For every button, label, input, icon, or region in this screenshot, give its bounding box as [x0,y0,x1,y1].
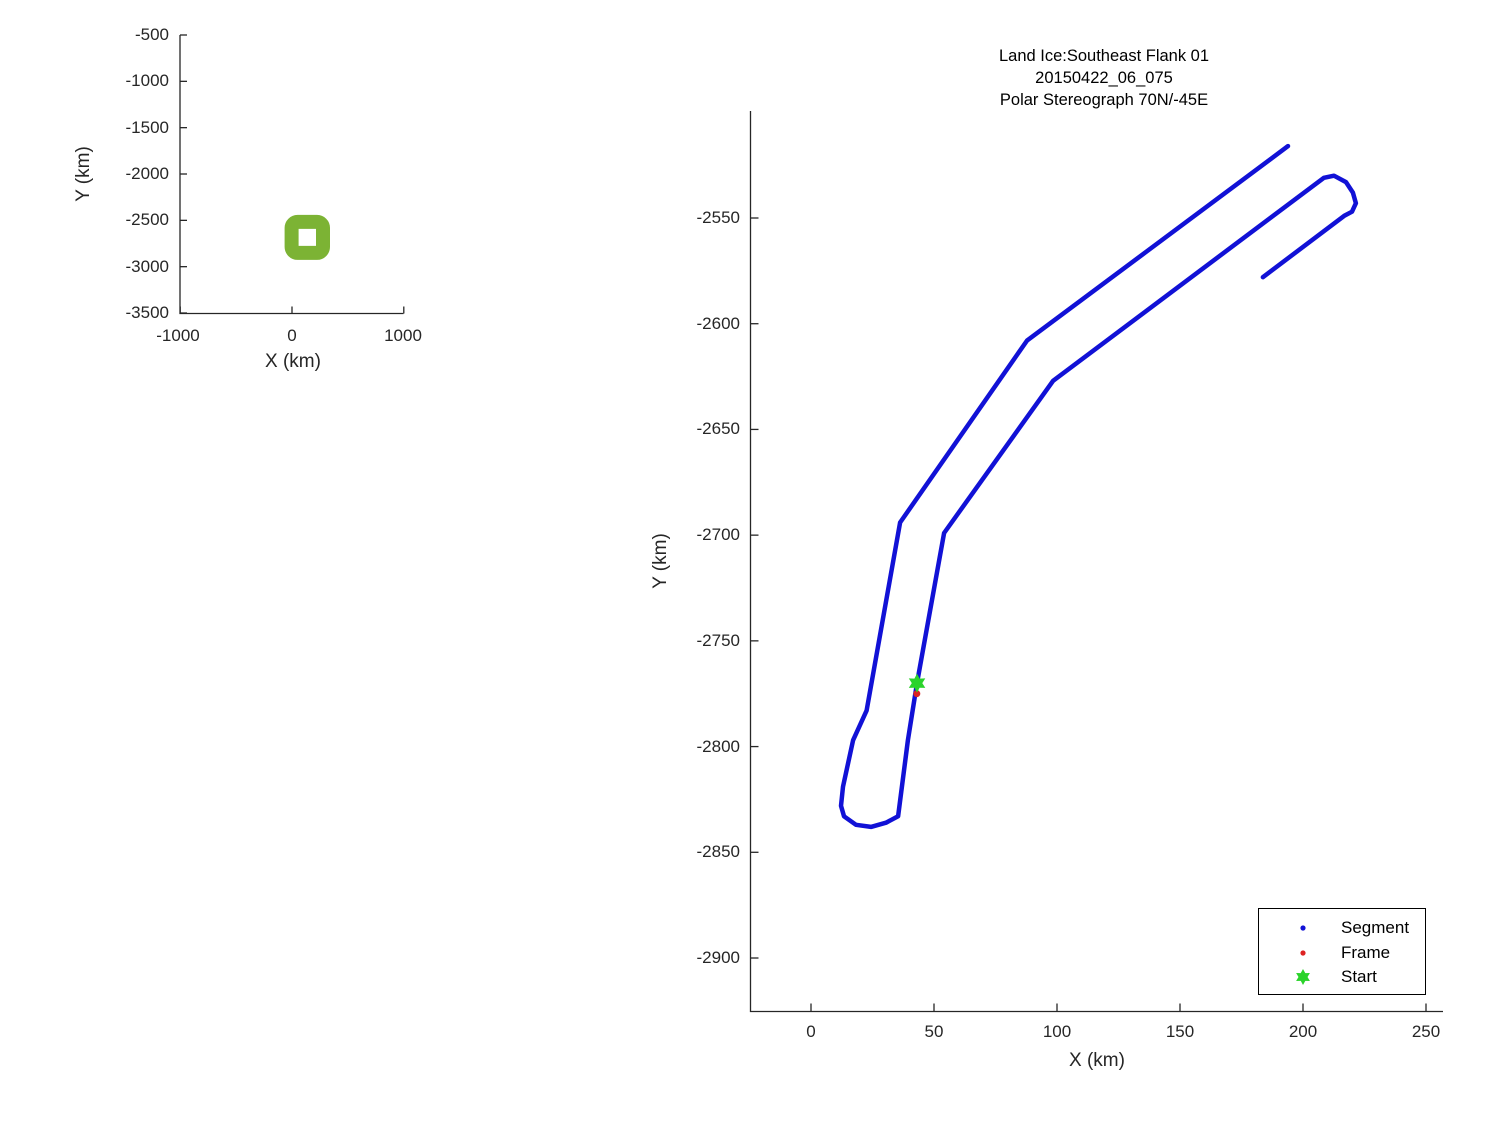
legend-row-start: Start [1259,966,1425,988]
main-y-tick-label: -2750 [696,631,740,650]
main-y-tick-label: -2700 [696,525,740,544]
legend-hexagram-glyph [1296,969,1310,985]
main-y-tick-label: -2650 [696,419,740,438]
main-y-tick-label: -2550 [696,208,740,227]
main-x-axis-label: X (km) [1069,1050,1125,1071]
overview-y-tick-label: -500 [134,25,169,44]
overview-y-tick-label: -3000 [125,257,169,276]
frame-point-marker [913,690,921,698]
segment-marker-icon [1300,925,1306,931]
overview-y-tick-label: -1500 [125,118,169,137]
main-x-tick-label: 150 [1165,1022,1195,1041]
legend-label-frame: Frame [1341,943,1391,962]
overview-x-tick-marks [179,306,405,314]
main-x-tick-marks [810,1003,1427,1012]
overview-track-footprint [284,214,331,260]
legend-row-frame: Frame [1259,942,1425,964]
title-line-2: 20150422_06_075 [1035,69,1173,87]
overview-axes-line [179,35,404,315]
main-y-tick-label: -2900 [696,948,740,967]
main-x-tick-label: 50 [924,1022,944,1041]
overview-y-tick-marks [180,34,187,314]
title-line-3: Polar Stereograph 70N/-45E [999,91,1209,109]
main-track-series [838,143,1359,830]
main-x-tick-label: 100 [1042,1022,1072,1041]
legend-label-segment: Segment [1341,918,1410,937]
main-x-tick-label: 0 [806,1022,816,1041]
legend-dot-glyph [1300,925,1306,931]
overview-x-tick-label: -1000 [156,326,200,345]
main-axes-line [749,111,1443,1013]
overview-x-tick-label: 0 [287,326,297,345]
legend-label-start: Start [1341,967,1377,986]
title-line-1: Land Ice:Southeast Flank 01 [998,47,1210,65]
overview-y-tick-label: -2000 [125,164,169,183]
segment-track-line [838,143,1359,830]
frame-marker-icon [1300,950,1306,956]
main-y-tick-marks [750,217,759,959]
main-x-tick-label: 250 [1411,1022,1441,1041]
main-y-tick-label: -2850 [696,842,740,861]
legend-box: Segment Frame Start [1258,908,1426,995]
overview-footprint-outline [284,214,331,260]
start-point-marker [908,673,926,693]
plot-title: Land Ice:Southeast Flank 01 20150422_06_… [904,45,1304,111]
main-y-tick-label: -2600 [696,314,740,333]
legend-dot-glyph [1300,950,1306,956]
main-y-tick-label: -2800 [696,737,740,756]
overview-y-tick-label: -3500 [125,303,169,322]
legend-row-segment: Segment [1259,917,1425,939]
main-x-tick-label: 200 [1288,1022,1318,1041]
start-marker-icon [1296,969,1310,985]
overview-x-axis-label: X (km) [265,351,321,372]
overview-y-tick-label: -1000 [125,71,169,90]
overview-x-tick-label: 1000 [384,326,422,345]
overview-y-tick-label: -2500 [125,210,169,229]
